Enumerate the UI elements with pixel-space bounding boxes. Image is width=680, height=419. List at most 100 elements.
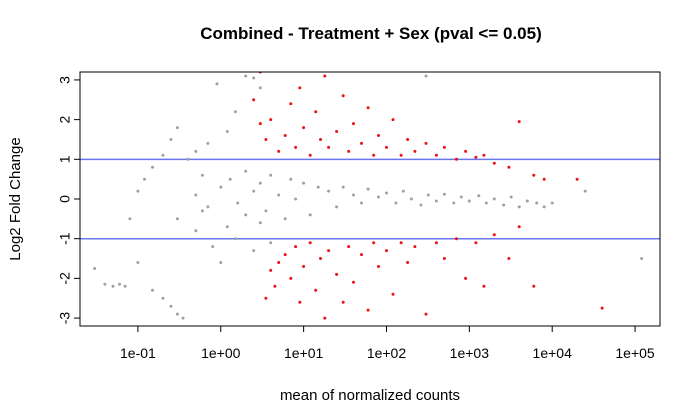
data-point-not-significant <box>103 282 107 286</box>
data-point-significant <box>542 177 546 181</box>
data-point-significant <box>273 284 277 288</box>
y-axis-label: Log2 Fold Change <box>7 137 24 260</box>
data-point-not-significant <box>258 181 262 185</box>
data-point-significant <box>352 280 355 284</box>
data-point-significant <box>264 138 268 141</box>
data-point-not-significant <box>289 177 293 181</box>
data-point-not-significant <box>194 229 198 233</box>
data-point-not-significant <box>442 192 446 196</box>
data-point-not-significant <box>352 193 355 197</box>
data-point-not-significant <box>283 217 287 221</box>
data-point-significant <box>413 245 417 249</box>
data-point-not-significant <box>244 213 248 217</box>
data-point-not-significant <box>535 201 539 205</box>
data-point-not-significant <box>169 304 173 308</box>
data-point-not-significant <box>118 282 121 286</box>
data-point-not-significant <box>123 284 127 288</box>
data-point-significant <box>252 98 256 102</box>
data-point-significant <box>264 296 268 300</box>
data-point-significant <box>532 173 536 177</box>
data-point-not-significant <box>385 191 388 195</box>
data-point-not-significant <box>502 203 506 207</box>
data-point-not-significant <box>459 195 463 199</box>
data-point-significant <box>482 153 486 157</box>
data-point-not-significant <box>477 194 481 198</box>
data-point-significant <box>424 312 428 316</box>
data-point-not-significant <box>143 177 146 181</box>
data-point-significant <box>347 245 351 249</box>
data-point-significant <box>434 153 438 157</box>
data-point-not-significant <box>426 193 430 197</box>
data-point-not-significant <box>264 209 268 213</box>
data-point-significant <box>294 245 298 249</box>
x-tick-label: 1e-01 <box>120 345 156 361</box>
data-point-not-significant <box>294 197 298 201</box>
data-point-not-significant <box>244 74 248 78</box>
data-point-significant <box>372 241 376 245</box>
data-point-significant <box>294 145 298 149</box>
data-point-not-significant <box>181 316 185 320</box>
data-point-significant <box>360 253 363 257</box>
data-point-significant <box>507 257 511 260</box>
data-point-significant <box>474 155 478 159</box>
data-point-significant <box>492 161 496 165</box>
data-point-not-significant <box>550 201 554 205</box>
data-point-significant <box>289 276 293 280</box>
data-point-significant <box>277 261 281 264</box>
data-point-not-significant <box>640 257 644 260</box>
data-point-not-significant <box>244 169 248 173</box>
data-point-significant <box>366 308 370 312</box>
data-point-significant <box>442 145 446 149</box>
data-point-not-significant <box>269 241 273 245</box>
data-point-not-significant <box>419 203 423 207</box>
data-point-not-significant <box>93 267 97 270</box>
x-tick-label: 1e+00 <box>201 345 241 361</box>
data-point-significant <box>269 268 273 272</box>
data-point-significant <box>323 316 327 320</box>
y-tick-label: -1 <box>57 232 73 245</box>
data-point-significant <box>335 272 339 276</box>
data-point-not-significant <box>236 201 240 205</box>
data-point-significant <box>482 284 486 288</box>
data-point-significant <box>269 118 273 122</box>
data-point-not-significant <box>175 217 179 221</box>
data-point-not-significant <box>219 261 223 264</box>
data-point-significant <box>366 106 370 110</box>
data-point-significant <box>335 130 339 133</box>
data-point-not-significant <box>151 288 154 292</box>
data-point-significant <box>319 257 322 260</box>
data-point-significant <box>600 306 604 310</box>
data-point-not-significant <box>366 187 370 191</box>
chart-title: Combined - Treatment + Sex (pval <= 0.05… <box>200 24 542 43</box>
data-point-not-significant <box>335 205 339 209</box>
data-point-significant <box>298 86 302 90</box>
data-point-not-significant <box>525 199 529 203</box>
data-point-not-significant <box>542 205 546 209</box>
data-point-not-significant <box>269 173 273 177</box>
data-point-not-significant <box>258 221 262 225</box>
y-tick-label: 1 <box>57 155 73 163</box>
data-point-significant <box>360 141 363 145</box>
data-point-not-significant <box>233 110 237 114</box>
data-point-significant <box>455 237 458 241</box>
data-point-not-significant <box>452 201 456 205</box>
x-tick-label: 1e+04 <box>533 345 573 361</box>
data-point-significant <box>341 94 345 98</box>
data-point-significant <box>308 241 312 245</box>
data-point-not-significant <box>409 197 413 201</box>
data-point-significant <box>377 134 380 137</box>
y-tick-label: 3 <box>57 76 73 84</box>
data-point-significant <box>277 149 281 153</box>
data-point-not-significant <box>175 312 179 316</box>
data-point-not-significant <box>360 201 363 205</box>
data-point-not-significant <box>258 86 262 90</box>
data-point-significant <box>385 249 388 253</box>
data-point-significant <box>532 284 536 288</box>
data-point-not-significant <box>186 157 190 161</box>
data-point-significant <box>347 149 351 153</box>
data-point-not-significant <box>308 213 312 217</box>
data-point-not-significant <box>211 245 215 249</box>
data-point-not-significant <box>252 76 256 80</box>
y-tick-label: 0 <box>57 195 73 203</box>
data-point-not-significant <box>277 193 281 197</box>
